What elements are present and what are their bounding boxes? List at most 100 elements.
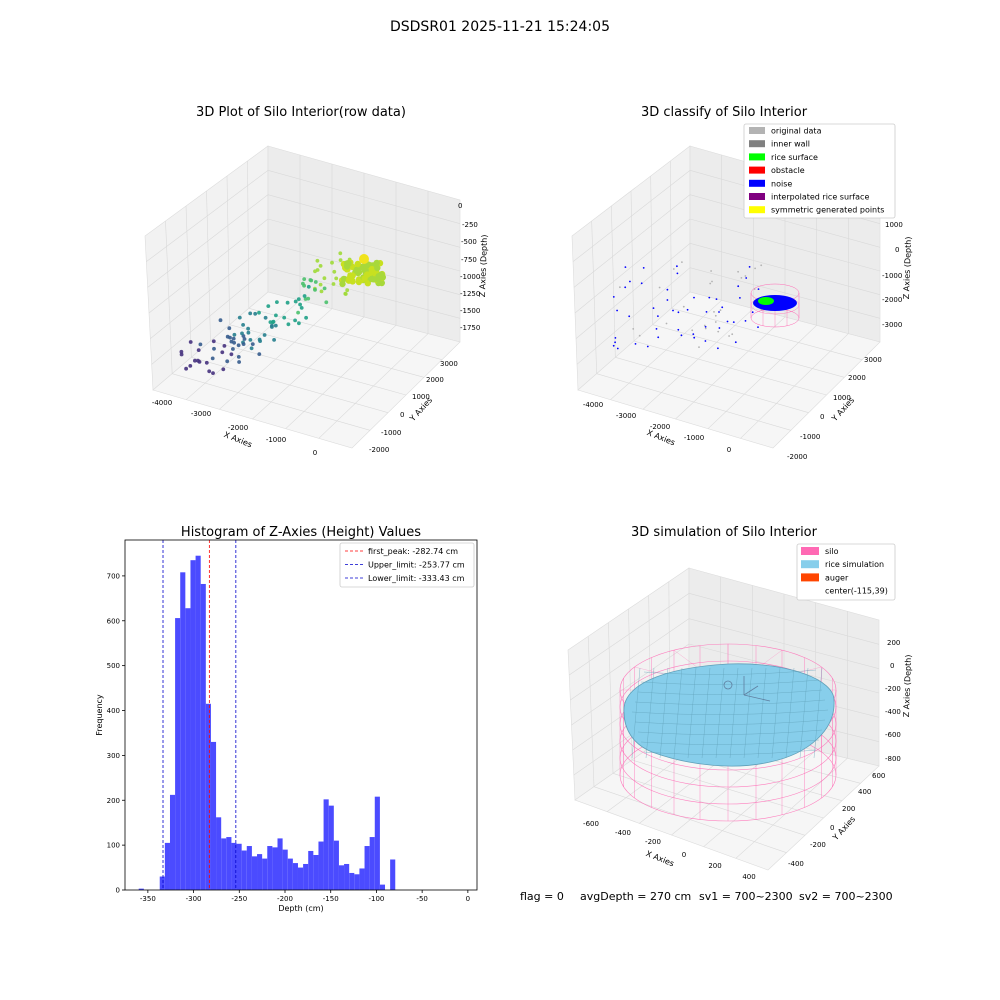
classify-point (757, 288, 760, 290)
histogram-bar (364, 846, 370, 890)
classify-point (732, 321, 735, 323)
raw-point (231, 336, 236, 341)
histogram-bar (359, 868, 365, 890)
x-tick-label: -50 (416, 895, 427, 903)
raw-point (198, 342, 203, 347)
raw-point (236, 355, 241, 359)
raw-point-dense (347, 272, 354, 279)
raw-point-peak (359, 254, 369, 264)
simulation-y-tick: 0 (830, 824, 834, 832)
histogram-bar (333, 840, 339, 890)
raw-point-dense (343, 263, 351, 270)
histogram-bar (323, 799, 329, 890)
classify-point (719, 309, 722, 311)
raw-point (309, 278, 314, 283)
raw-point (188, 340, 193, 344)
classify-point (740, 277, 743, 279)
classify-point (632, 328, 635, 330)
raw-point-dense (355, 268, 363, 276)
raw-point (227, 326, 232, 331)
raw-y-tick: -1000 (381, 429, 401, 437)
raw-point-dense (364, 280, 371, 287)
classify-point (691, 329, 694, 332)
rice-mesh-line (634, 699, 826, 705)
classify-point (705, 311, 708, 313)
raw-point (297, 321, 301, 326)
classify-z-axis-label: Z Axies (Depth) (902, 236, 913, 299)
rice-mesh-line (640, 739, 820, 745)
raw-point-dense (364, 271, 371, 278)
histogram-bar (200, 583, 206, 890)
raw-point (306, 284, 311, 289)
simulation-x-tick: -600 (583, 820, 599, 828)
classify-legend: original data inner wall rice surface obsta… (743, 123, 896, 219)
raw-point (229, 352, 234, 357)
raw-point (232, 340, 237, 345)
classify-point (681, 261, 683, 263)
classify-point (718, 327, 721, 329)
raw-point (188, 364, 193, 368)
raw-z-tick: -1250 (460, 290, 480, 298)
raw-z-tick: -1000 (460, 273, 480, 281)
raw-point (250, 342, 255, 346)
classify-point (713, 311, 715, 313)
simulation-x-axis-label: X Axies (645, 849, 676, 868)
raw-z-tick: -1500 (460, 307, 480, 315)
histogram-bar (185, 608, 191, 890)
legend-label: interpolated rice surface (771, 193, 869, 202)
classify-point (760, 264, 763, 267)
simulation-x-tick: -400 (615, 829, 631, 837)
raw-point (246, 330, 251, 335)
classify-point (672, 268, 675, 270)
histogram-bar (354, 874, 360, 890)
raw-point (293, 299, 298, 304)
legend-label: rice simulation (825, 560, 884, 569)
legend-swatch (749, 193, 765, 200)
rice-mesh-line (743, 667, 753, 759)
classify-y-tick: 1000 (833, 394, 851, 402)
simulation-rice-surface (623, 663, 835, 767)
rice-mesh-line (757, 667, 767, 759)
classify-point (726, 320, 729, 323)
classify-point (658, 286, 661, 289)
histogram-bar (231, 842, 237, 890)
simulation-y-tick: -400 (788, 860, 804, 868)
classify-point (624, 286, 627, 289)
histogram-bar (257, 854, 263, 890)
raw-point (242, 337, 247, 341)
classify-point (718, 311, 720, 313)
histogram-bar (267, 846, 273, 890)
raw-point (222, 344, 227, 348)
histogram-bar (190, 560, 196, 890)
classify-point (665, 322, 668, 325)
simulation-y-tick: 400 (858, 788, 871, 796)
histogram-bar (328, 805, 334, 890)
raw-point (299, 306, 304, 310)
classify-point (646, 345, 649, 348)
rice-mesh-line (640, 679, 820, 685)
legend-label: inner wall (771, 140, 810, 149)
classify-point (698, 346, 700, 348)
histogram-bar (262, 858, 268, 890)
simulation-3d-title: 3D simulation of Silo Interior (631, 525, 818, 540)
figure-suptitle: DSDSR01 2025-11-21 15:24:05 (390, 19, 610, 35)
classify-point (672, 309, 674, 312)
raw-point (253, 311, 258, 316)
classify-point (666, 288, 669, 291)
y-tick-label: 700 (107, 572, 120, 580)
raw-point (237, 315, 242, 320)
raw-point (298, 302, 302, 307)
simulation-z-tick: 200 (887, 639, 900, 647)
raw-point (302, 294, 307, 298)
classify-y-tick: 2000 (848, 374, 866, 382)
classify-z-tick: -1000 (882, 272, 902, 280)
raw-z-tick: 0 (458, 202, 462, 210)
legend-swatch (749, 179, 765, 187)
raw-point (324, 300, 329, 305)
status-avg-depth: avgDepth = 270 cm (580, 890, 691, 903)
simulation-z-tick: -600 (885, 731, 901, 739)
histogram-bar (246, 846, 252, 890)
raw-point (240, 331, 244, 336)
raw-point-dense (340, 275, 348, 283)
